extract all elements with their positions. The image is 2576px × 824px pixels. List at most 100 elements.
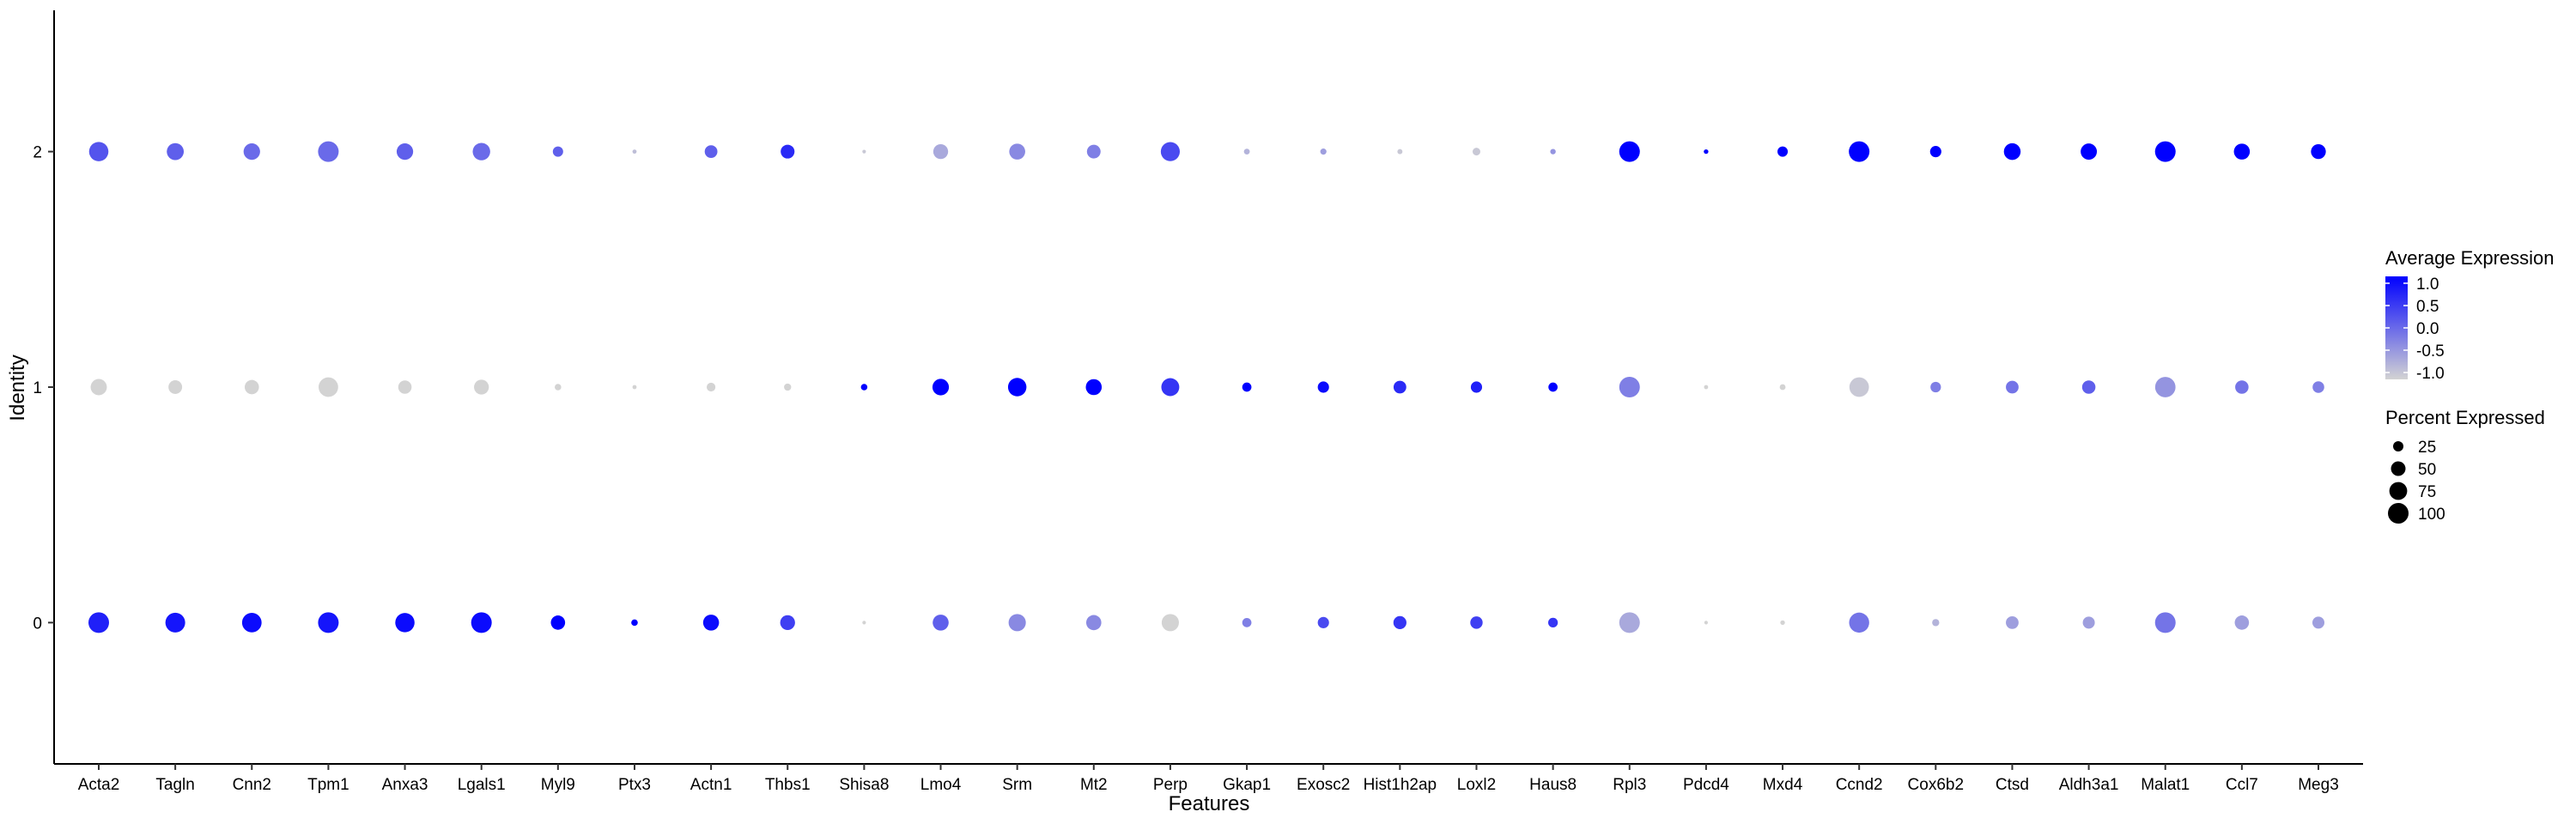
dot-mark: [398, 380, 412, 394]
x-tick-label: Haus8: [1529, 776, 1577, 794]
dot-mark: [2311, 143, 2326, 160]
dot-mark: [1317, 616, 1329, 628]
dot-mark: [555, 384, 562, 391]
dot-mark: [1242, 382, 1252, 392]
dot-mark: [472, 142, 490, 161]
legend-size-label: 75: [2418, 483, 2436, 501]
x-tick-label: Malat1: [2141, 776, 2190, 794]
dot-mark: [2154, 377, 2176, 397]
legend-size-label: 100: [2418, 506, 2445, 524]
dot-mark: [471, 612, 492, 633]
legend-size-dot: [2388, 503, 2409, 524]
dot-mark: [1007, 378, 1027, 397]
legend-color-label: 0.0: [2416, 320, 2439, 338]
dot-mark: [2312, 381, 2324, 393]
legend-color-label: 1.0: [2416, 276, 2439, 294]
dot-mark: [932, 379, 950, 396]
x-tick-label: Mxd4: [1763, 776, 1803, 794]
dot-marks: [88, 141, 2326, 633]
dot-mark: [1393, 615, 1406, 629]
x-tick-label: Hist1h2ap: [1364, 776, 1437, 794]
legend-size-dot: [2391, 461, 2406, 476]
legend-color-title: Average Expression: [2385, 247, 2555, 269]
dot-mark: [1619, 612, 1640, 633]
dot-mark: [1397, 148, 1403, 154]
dot-mark: [1243, 148, 1250, 155]
dot-mark: [396, 143, 414, 161]
x-tick-label: Mt2: [1080, 776, 1108, 794]
dot-mark: [1085, 615, 1102, 631]
x-tick-label: Loxl2: [1457, 776, 1496, 794]
dot-mark: [707, 382, 716, 392]
x-tick-label: Shisa8: [839, 776, 889, 794]
x-tick-label: Meg3: [2298, 776, 2339, 794]
dot-mark: [2003, 142, 2021, 161]
dot-mark: [1780, 620, 1785, 626]
legend-size-dot: [2393, 441, 2403, 451]
dot-mark: [1779, 384, 1786, 391]
dot-mark: [165, 612, 185, 633]
dot-mark: [933, 143, 949, 160]
dot-mark: [1242, 618, 1252, 627]
dot-mark: [474, 379, 489, 395]
dot-mark: [318, 141, 339, 162]
x-tick-label: Myl9: [541, 776, 575, 794]
x-tick-label: Ptx3: [618, 776, 651, 794]
x-tick-label: Anxa3: [382, 776, 428, 794]
dot-mark: [1550, 148, 1556, 154]
dot-mark: [1009, 143, 1025, 160]
x-tick-label: Pdcd4: [1683, 776, 1729, 794]
dot-mark: [319, 377, 338, 397]
dot-mark: [1086, 144, 1101, 159]
x-tick-label: Exosc2: [1297, 776, 1350, 794]
dot-mark: [2233, 143, 2251, 160]
dot-mark: [862, 621, 866, 625]
dot-mark: [784, 383, 792, 391]
legend-color-label: -1.0: [2416, 365, 2445, 383]
dot-mark: [632, 385, 637, 390]
dot-mark: [1008, 614, 1026, 632]
dot-mark: [860, 384, 868, 391]
dot-mark: [702, 615, 720, 631]
y-axis-title: Identity: [6, 354, 29, 421]
dot-mark: [2154, 612, 2176, 633]
y-tick-label: 0: [33, 615, 42, 633]
x-tick-label: Lmo4: [920, 776, 962, 794]
dot-mark: [780, 615, 795, 631]
dot-mark: [550, 615, 566, 630]
legend-size-dot: [2389, 482, 2408, 500]
dot-mark: [2081, 380, 2096, 394]
dot-mark: [1161, 378, 1180, 397]
dot-mark: [243, 143, 260, 161]
dot-mark: [1849, 377, 1869, 397]
y-tick-label: 2: [33, 144, 42, 162]
x-tick-label: Cox6b2: [1908, 776, 1965, 794]
y-tick-label: 1: [33, 379, 42, 397]
x-tick-label: Lgals1: [458, 776, 506, 794]
dot-mark: [168, 380, 183, 394]
dot-mark: [1470, 616, 1483, 629]
dot-mark: [1619, 141, 1640, 162]
x-tick-label: Tagln: [155, 776, 194, 794]
dot-mark: [1849, 141, 1870, 162]
dot-mark: [2082, 616, 2095, 629]
dot-mark: [552, 146, 563, 157]
dot-mark: [1704, 621, 1708, 625]
dot-mark: [241, 612, 262, 633]
dot-mark: [318, 612, 339, 633]
dot-mark: [88, 142, 109, 161]
x-tick-label: Ctsd: [1996, 776, 2029, 794]
dot-mark: [1930, 381, 1941, 393]
dot-mark: [1472, 148, 1480, 156]
legend-color-label: -0.5: [2416, 342, 2445, 360]
dot-mark: [2154, 141, 2176, 162]
dot-mark: [1317, 381, 1329, 393]
axis-tick-labels: Acta2 Tagln Cnn2 Tpm1 Anxa3 Lgals1 Myl9 Ptx3 Act…: [33, 144, 2338, 794]
dot-mark: [2312, 616, 2324, 629]
legend-size-label: 50: [2418, 461, 2436, 479]
dot-mark: [862, 149, 866, 154]
legend: Average Expression 1.0 0.5 0.0 -0.5 -1.0 Perce…: [2385, 247, 2555, 524]
dot-mark: [1849, 612, 1869, 633]
x-tick-label: Acta2: [78, 776, 120, 794]
